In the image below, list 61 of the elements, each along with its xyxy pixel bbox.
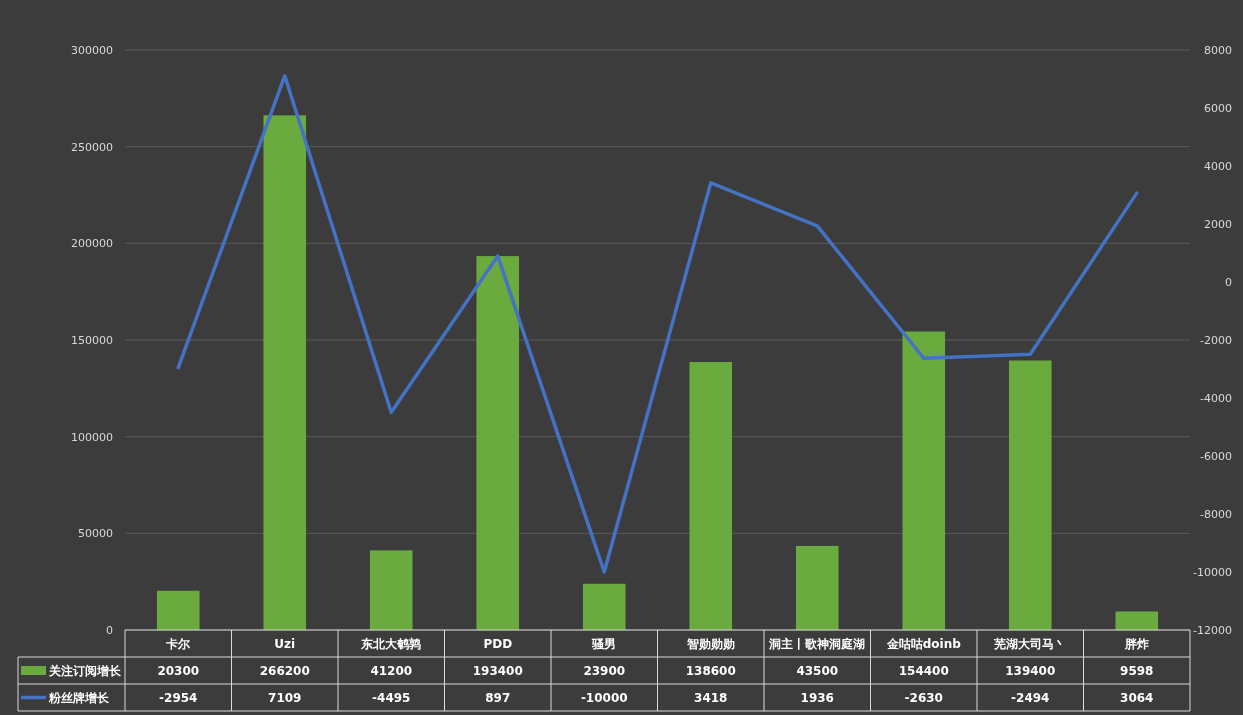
y2-tick-label: 0 xyxy=(1225,276,1232,289)
y-tick-label: 300000 xyxy=(71,44,113,57)
bar xyxy=(369,550,413,630)
y2-tick-label: 6000 xyxy=(1204,102,1232,115)
legend-label: 粉丝牌增长 xyxy=(48,691,110,705)
y-tick-label: 50000 xyxy=(78,527,113,541)
x-tick-label: Uzi xyxy=(274,637,296,651)
data-label: 138600 xyxy=(685,664,736,678)
y2-tick-label: -6000 xyxy=(1200,450,1232,463)
y-tick-label: 200000 xyxy=(71,237,113,251)
data-label: 3418 xyxy=(694,691,728,705)
bar xyxy=(795,545,839,630)
bar xyxy=(476,256,520,630)
bar xyxy=(902,331,946,630)
y2-tick-label: 8000 xyxy=(1204,44,1232,57)
y-tick-label: 100000 xyxy=(71,430,113,444)
y2-tick-label: -4000 xyxy=(1200,392,1232,405)
bar xyxy=(1115,611,1159,630)
data-label: 7109 xyxy=(268,691,302,705)
y2-tick-label: -10000 xyxy=(1193,566,1232,579)
bar xyxy=(156,590,200,630)
data-label: 1936 xyxy=(800,691,834,705)
data-label: 3064 xyxy=(1120,691,1154,705)
x-tick-label: 卡尔 xyxy=(165,637,192,651)
legend-label: 关注订阅增长 xyxy=(48,664,122,678)
y2-tick-label: -8000 xyxy=(1200,508,1232,521)
data-label: 23900 xyxy=(583,664,626,678)
data-label: 897 xyxy=(485,691,511,705)
data-label: 154400 xyxy=(898,664,949,678)
bar xyxy=(689,362,733,630)
y2-tick-label: -2000 xyxy=(1200,334,1232,347)
x-tick-label: 智勋勋勋 xyxy=(685,637,735,651)
x-tick-label: PDD xyxy=(483,637,513,651)
y2-tick-label: -12000 xyxy=(1193,624,1232,637)
data-label: 41200 xyxy=(370,664,413,678)
y-tick-label: 0 xyxy=(106,624,113,637)
data-label: 139400 xyxy=(1005,664,1056,678)
bar xyxy=(263,115,307,630)
data-label: 9598 xyxy=(1120,664,1154,678)
y-tick-label: 150000 xyxy=(71,334,113,347)
x-tick-label: 金咕咕doinb xyxy=(885,637,962,651)
bar xyxy=(1008,360,1052,630)
y-tick-label: 250000 xyxy=(71,140,113,154)
x-tick-label: 洞主丨歌神洞庭湖 xyxy=(768,637,866,651)
data-label: 193400 xyxy=(472,664,523,678)
data-label: -10000 xyxy=(580,691,628,705)
y2-tick-label: 2000 xyxy=(1204,218,1232,231)
data-label: -2494 xyxy=(1011,691,1050,705)
x-tick-label: 东北大鹌鹑 xyxy=(360,637,422,651)
data-label: 43500 xyxy=(796,664,839,678)
x-tick-label: 骚男 xyxy=(591,637,617,651)
x-tick-label: 胖炸 xyxy=(1123,637,1149,651)
bar xyxy=(582,583,626,630)
data-label: -2954 xyxy=(159,691,198,705)
line-series xyxy=(176,74,1139,574)
data-label: -2630 xyxy=(904,691,943,705)
data-label: -4495 xyxy=(372,691,411,705)
data-label: 266200 xyxy=(259,664,310,678)
data-label: 20300 xyxy=(157,664,200,678)
x-tick-label: 芜湖大司马丶 xyxy=(993,637,1067,651)
y2-tick-label: 4000 xyxy=(1204,160,1232,173)
